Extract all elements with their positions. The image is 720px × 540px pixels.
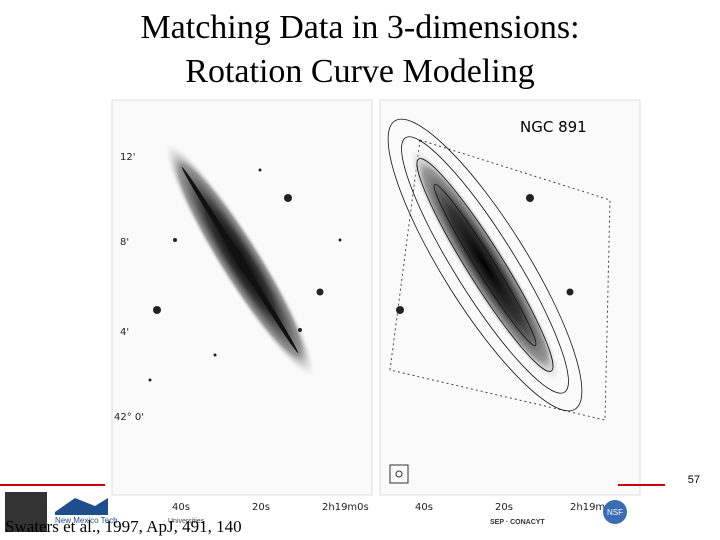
logo xyxy=(55,498,108,515)
title-line: Rotation Curve Modeling xyxy=(185,53,534,90)
left-panel: 12' 8' 4' 42° 0' 40s 20s 2h19m0s xyxy=(111,99,373,513)
x-tick-label: 2h19m0s xyxy=(570,502,617,513)
star xyxy=(566,288,574,296)
beam-box xyxy=(389,464,409,484)
x-tick-label: 2h19m0s xyxy=(322,502,369,513)
star xyxy=(526,194,534,202)
logo-text: New Mexico Tech xyxy=(55,516,118,525)
x-tick-label: 40s xyxy=(172,502,190,513)
x-tick-label: 20s xyxy=(495,502,513,513)
logo xyxy=(5,492,47,532)
stars xyxy=(148,168,342,382)
right-panel: NGC 891 40s 20s 2h19m0s xyxy=(379,99,641,513)
beam xyxy=(395,470,403,478)
figure-label: NGC 891 xyxy=(520,118,587,136)
logo xyxy=(603,500,627,524)
y-tick-label: 42° 0' xyxy=(114,412,144,423)
logo-text: SEP · CONACYT xyxy=(490,519,545,526)
star xyxy=(396,306,404,314)
y-tick-label: 12' xyxy=(120,152,135,163)
logo-text: NSF xyxy=(607,508,623,517)
contours xyxy=(387,118,583,412)
galaxy xyxy=(408,145,562,385)
y-tick-label: 4' xyxy=(120,327,129,338)
dust-lane xyxy=(181,166,299,354)
page-number: 57 xyxy=(688,474,700,486)
title-line: Matching Data in 3-dimensions: xyxy=(140,9,579,46)
x-tick-label: 40s xyxy=(415,502,433,513)
citation: Swaters et al., 1997, ApJ, 491, 140 xyxy=(5,517,242,536)
x-tick-label: 20s xyxy=(252,502,270,513)
logo-text: Universities xyxy=(168,518,205,525)
y-tick-label: 8' xyxy=(120,237,129,248)
